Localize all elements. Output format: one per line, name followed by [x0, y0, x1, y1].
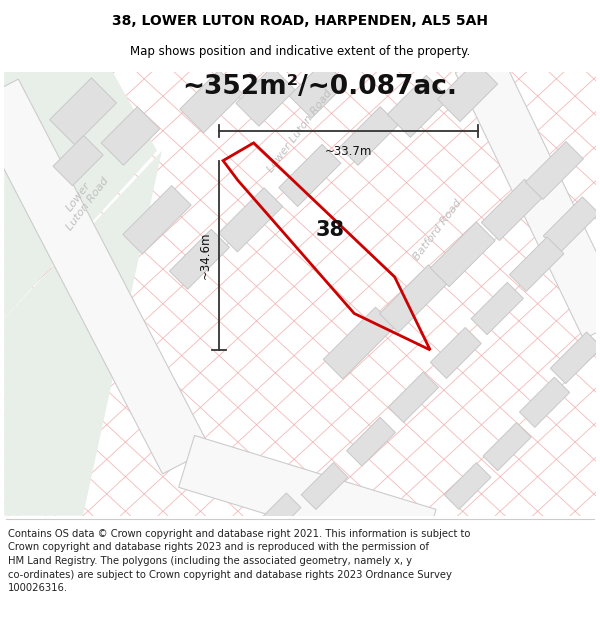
Polygon shape: [179, 436, 436, 561]
Polygon shape: [4, 151, 162, 516]
Polygon shape: [340, 107, 398, 165]
Text: Map shows position and indicative extent of the property.: Map shows position and indicative extent…: [130, 44, 470, 58]
Polygon shape: [481, 179, 542, 241]
Text: ~34.6m: ~34.6m: [198, 231, 211, 279]
Polygon shape: [301, 462, 348, 509]
Polygon shape: [347, 418, 395, 466]
Polygon shape: [388, 76, 449, 138]
Text: Lower
Luton Road: Lower Luton Road: [55, 168, 111, 232]
Polygon shape: [123, 186, 191, 254]
Polygon shape: [236, 67, 295, 126]
Polygon shape: [455, 51, 600, 339]
Polygon shape: [50, 78, 116, 145]
Text: Lower Luton Road: Lower Luton Road: [266, 88, 334, 174]
Polygon shape: [323, 307, 395, 379]
Polygon shape: [256, 493, 301, 538]
Polygon shape: [526, 141, 583, 199]
Polygon shape: [437, 62, 497, 122]
Polygon shape: [471, 282, 523, 335]
Polygon shape: [0, 79, 211, 474]
Polygon shape: [520, 377, 569, 428]
Text: ~352m²/~0.087ac.: ~352m²/~0.087ac.: [182, 74, 457, 99]
Polygon shape: [509, 237, 564, 291]
Polygon shape: [543, 197, 599, 252]
Polygon shape: [218, 188, 283, 252]
Polygon shape: [388, 372, 439, 423]
Polygon shape: [4, 72, 157, 318]
Text: Contains OS data © Crown copyright and database right 2021. This information is : Contains OS data © Crown copyright and d…: [8, 529, 470, 593]
Polygon shape: [279, 144, 341, 206]
Polygon shape: [53, 136, 103, 186]
Polygon shape: [483, 422, 531, 471]
Polygon shape: [550, 332, 600, 384]
Text: Batford Road: Batford Road: [412, 198, 464, 262]
Text: ~33.7m: ~33.7m: [325, 145, 372, 158]
Polygon shape: [430, 222, 495, 287]
Polygon shape: [180, 70, 242, 133]
Polygon shape: [430, 328, 481, 378]
Polygon shape: [289, 61, 346, 118]
Polygon shape: [444, 462, 491, 509]
Polygon shape: [169, 229, 229, 289]
Text: 38: 38: [315, 219, 344, 239]
Text: 38, LOWER LUTON ROAD, HARPENDEN, AL5 5AH: 38, LOWER LUTON ROAD, HARPENDEN, AL5 5AH: [112, 14, 488, 28]
Polygon shape: [380, 265, 447, 332]
Polygon shape: [101, 107, 160, 165]
